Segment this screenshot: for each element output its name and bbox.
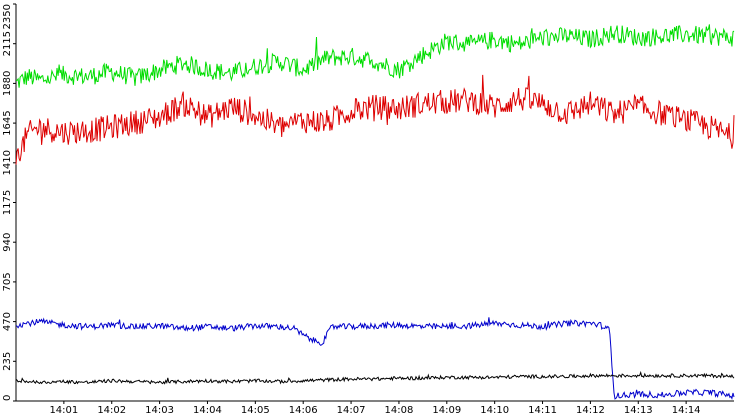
y-tick-label: 1880 <box>2 71 13 96</box>
x-tick-label: 14:02 <box>97 405 126 415</box>
x-tick-label: 14:11 <box>528 405 557 415</box>
y-tick-label: 940 <box>2 233 13 252</box>
plot-area <box>15 24 735 400</box>
x-tick-label: 14:13 <box>624 405 653 415</box>
y-tick-label: 0 <box>2 395 13 401</box>
x-tick-label: 14:05 <box>241 405 270 415</box>
y-tick-label: 1645 <box>2 110 13 135</box>
y-tick-label: 235 <box>2 352 13 371</box>
y-tick-label: 470 <box>2 312 13 331</box>
y-tick-label: 1175 <box>2 190 13 215</box>
x-tick-label: 14:01 <box>49 405 78 415</box>
series-line <box>15 370 735 385</box>
x-tick-label: 14:10 <box>480 405 509 415</box>
y-tick-label: 705 <box>2 272 13 291</box>
series-line <box>15 24 735 88</box>
x-tick-label: 14:03 <box>145 405 174 415</box>
y-axis: 0 235 470 705 940 1175 1410 1645 1880 2115 2350 <box>2 3 17 402</box>
y-tick-label: 2350 <box>2 4 13 29</box>
x-tick-label: 14:09 <box>432 405 461 415</box>
x-tick-label: 14:07 <box>337 405 366 415</box>
series-line <box>15 74 735 165</box>
x-tick-label: 14:04 <box>193 405 222 415</box>
x-tick-label: 14:12 <box>576 405 605 415</box>
x-axis: 14:01 14:02 14:03 14:04 14:05 14:06 14:07 14:08… <box>16 400 734 415</box>
x-tick-label: 14:08 <box>385 405 414 415</box>
x-tick-label: 14:14 <box>672 405 701 415</box>
y-tick-label: 2115 <box>2 31 13 56</box>
y-tick-label: 1410 <box>2 150 13 175</box>
series-line <box>15 317 735 400</box>
x-tick-label: 14:06 <box>289 405 318 415</box>
